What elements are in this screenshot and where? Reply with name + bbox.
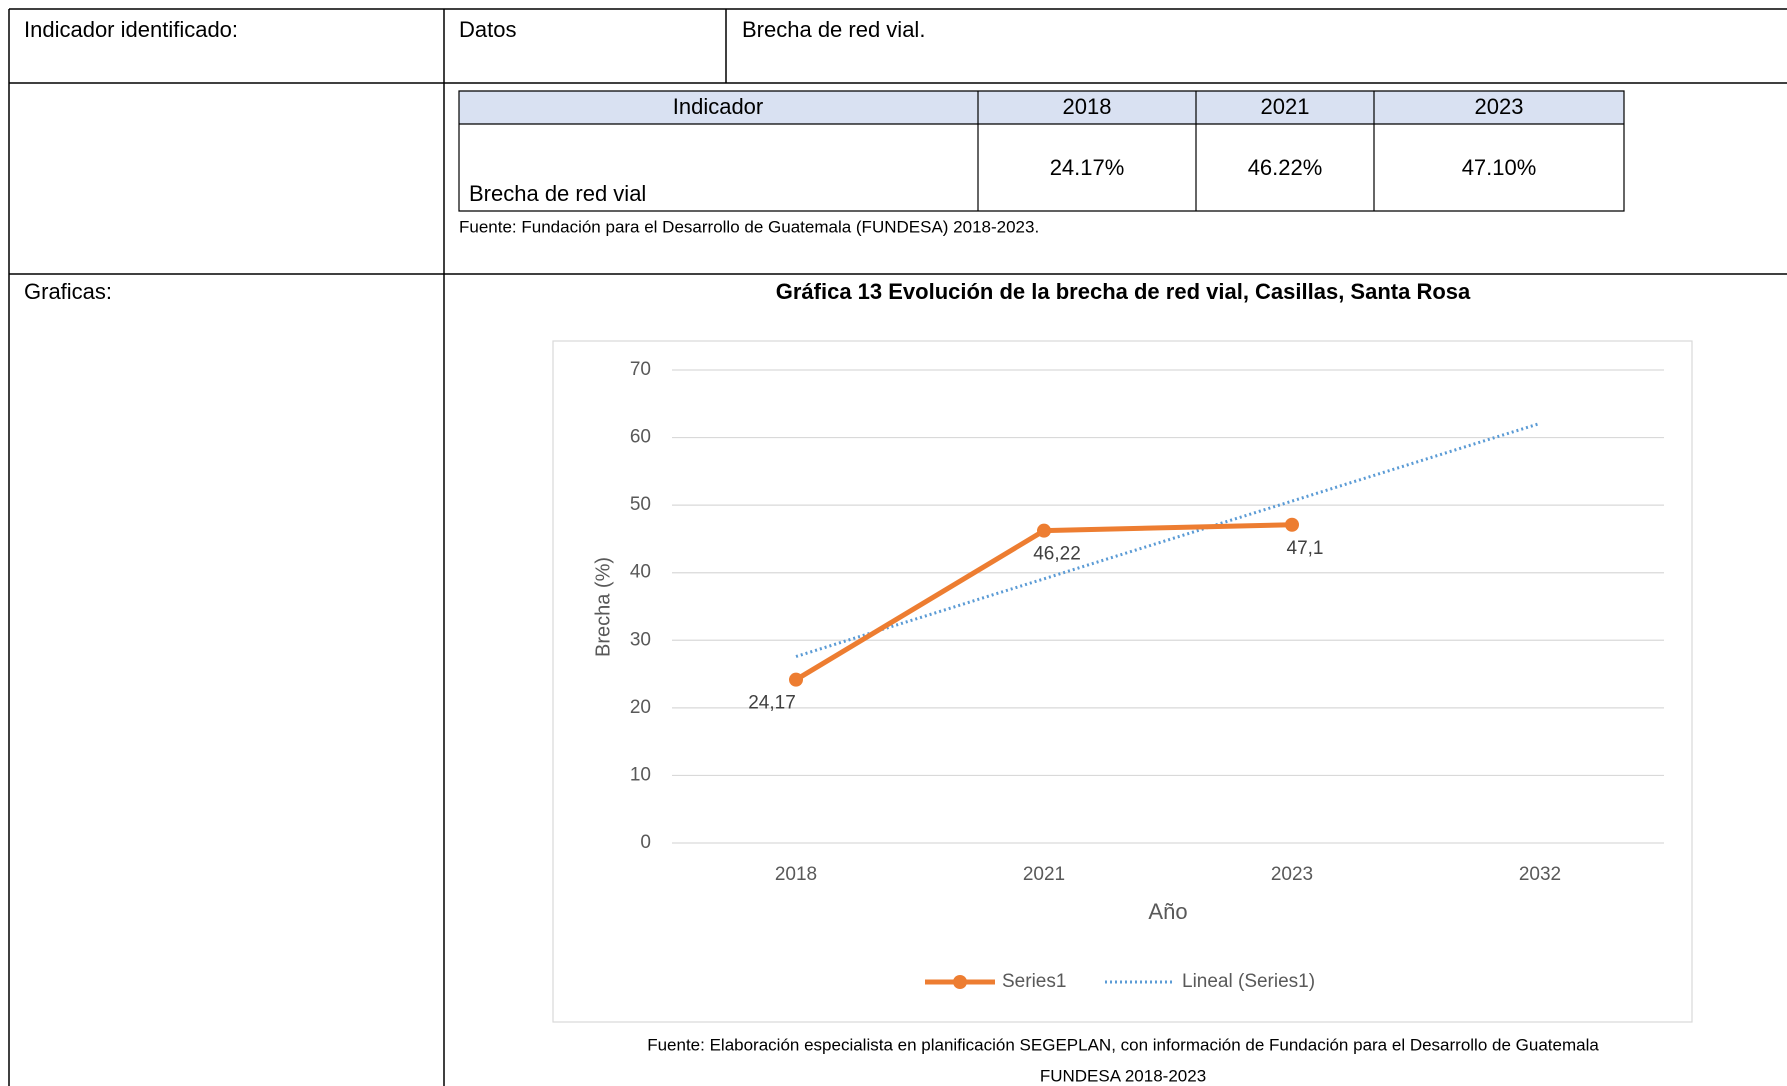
series-marker (1037, 523, 1051, 538)
table-cell: 24.17% (1050, 155, 1125, 180)
table-cell: Brecha de red vial (469, 181, 646, 206)
y-tick-label: 10 (630, 764, 651, 785)
table-grid (458, 90, 1625, 212)
chart-source: FUNDESA 2018-2023 (1040, 1066, 1206, 1085)
table-cell: 46.22% (1248, 155, 1323, 180)
indicator-name: Brecha de red vial. (742, 17, 925, 42)
label-datos: Datos (459, 17, 516, 42)
x-axis-label: Año (1148, 899, 1187, 924)
x-tick-label: 2023 (1271, 864, 1313, 885)
series-marker (1285, 517, 1299, 532)
data-label: 46,22 (1033, 544, 1081, 565)
label-graficas: Graficas: (24, 279, 112, 304)
table-source: Fuente: Fundación para el Desarrollo de … (459, 217, 1039, 236)
label-indicator: Indicador identificado: (24, 17, 238, 42)
legend-label: Series1 (1002, 971, 1066, 992)
form-borders (8, 8, 1787, 1086)
x-tick-label: 2021 (1023, 864, 1065, 885)
legend-label: Lineal (Series1) (1182, 971, 1315, 992)
chart-title: Gráfica 13 Evolución de la brecha de red… (776, 279, 1471, 304)
y-tick-label: 50 (630, 494, 651, 515)
y-tick-label: 40 (630, 562, 651, 583)
x-tick-label: 2018 (775, 864, 817, 885)
chart-source: Fuente: Elaboración especialista en plan… (647, 1035, 1599, 1054)
y-tick-label: 60 (630, 427, 651, 448)
table-header: 2018 (1063, 94, 1112, 119)
y-tick-label: 70 (630, 359, 651, 380)
y-tick-label: 20 (630, 697, 651, 718)
chart-area (552, 340, 1693, 1023)
table-header: 2021 (1261, 94, 1310, 119)
y-tick-label: 30 (630, 629, 651, 650)
legend-marker (953, 975, 967, 989)
table-header: Indicador (673, 94, 764, 119)
table-cell: 47.10% (1462, 155, 1537, 180)
table-header: 2023 (1475, 94, 1524, 119)
series-marker (789, 672, 803, 687)
y-axis-label: Brecha (%) (592, 557, 614, 657)
x-tick-label: 2032 (1519, 864, 1561, 885)
data-label: 24,17 (748, 693, 796, 714)
table-borders (458, 90, 1625, 212)
table-header-bg (459, 91, 1624, 124)
data-label: 47,1 (1287, 538, 1324, 559)
form-frame (8, 8, 1787, 1086)
y-tick-label: 0 (640, 832, 651, 853)
